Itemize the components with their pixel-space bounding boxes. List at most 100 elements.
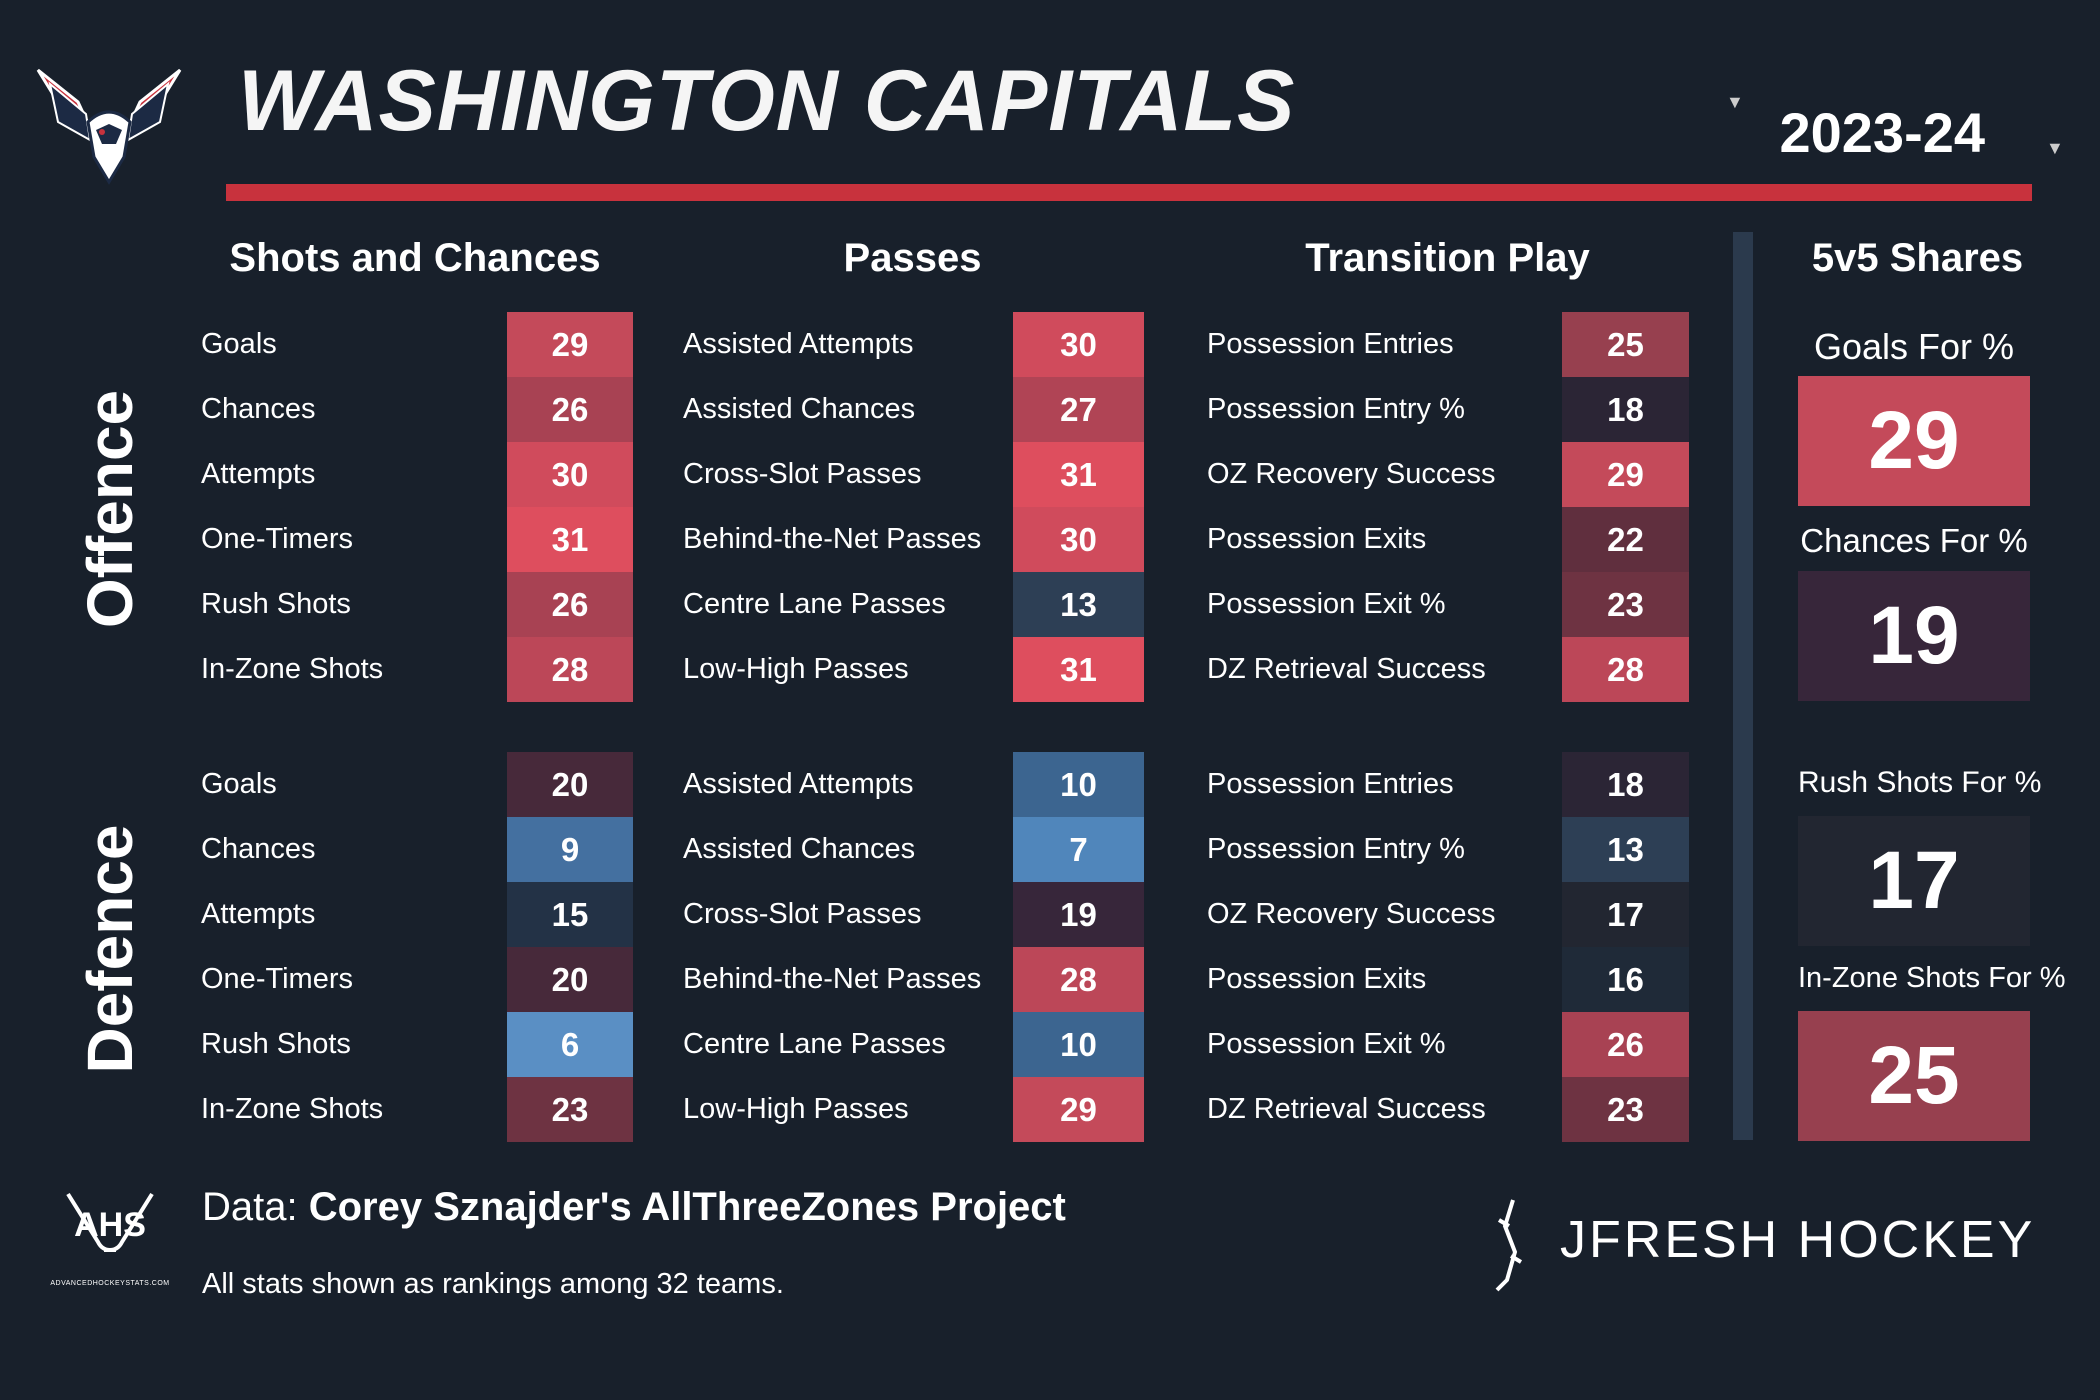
footnote: All stats shown as rankings among 32 tea… [202,1268,784,1300]
table-row: Goals 29 [201,312,633,377]
table-row: Possession Entry % 18 [1207,377,1689,442]
rank-cell: 28 [1013,947,1144,1012]
table-row: Cross-Slot Passes 31 [683,442,1144,507]
rank-cell: 7 [1013,817,1144,882]
stat-label: DZ Retrieval Success [1207,1093,1486,1125]
stat-label: Cross-Slot Passes [683,898,922,930]
rank-cell: 10 [1013,1012,1144,1077]
stat-label: Low-High Passes [683,1093,909,1125]
stat-label: Possession Entry % [1207,833,1465,865]
stat-label: In-Zone Shots [201,653,384,685]
rank-cell: 26 [1562,1012,1689,1077]
rank-cell: 16 [1562,947,1689,1012]
stat-label: OZ Recovery Success [1207,458,1496,490]
season-selector[interactable]: 2023-24 [1779,100,1985,165]
ahs-text: AHS [74,1206,146,1244]
table-row: Possession Entries 18 [1207,752,1689,817]
defence-passes-table: Assisted Attempts 10 Assisted Chances 7 Cros… [683,752,1144,1142]
rank-cell: 6 [507,1012,633,1077]
rank-cell: 23 [1562,1077,1689,1142]
data-source: Corey Sznajder's AllThreeZones Project [308,1185,1066,1229]
rank-cell: 31 [1013,442,1144,507]
rank-cell: 30 [1013,507,1144,572]
stat-label: Behind-the-Net Passes [683,963,982,995]
table-row: Possession Exit % 23 [1207,572,1689,637]
table-row: Attempts 30 [201,442,633,507]
column-divider [1733,232,1753,1140]
stat-label: In-Zone Shots [201,1093,384,1125]
stat-label: One-Timers [201,523,353,555]
stat-label: Low-High Passes [683,653,909,685]
row-label-offence: Offence [74,389,146,629]
table-row: Assisted Attempts 30 [683,312,1144,377]
table-row: DZ Retrieval Success 28 [1207,637,1689,702]
rank-cell: 27 [1013,377,1144,442]
jfresh-logo-icon [1485,1196,1535,1294]
share-label-chances: Chances For % [1800,522,2028,559]
stat-label: Centre Lane Passes [683,588,946,620]
ahs-url: ADVANCEDHOCKEYSTATS.COM [50,1280,170,1287]
table-row: Behind-the-Net Passes 28 [683,947,1144,1012]
stat-label: Possession Exits [1207,963,1427,995]
table-row: One-Timers 31 [201,507,633,572]
stat-label: One-Timers [201,963,353,995]
table-row: Assisted Chances 27 [683,377,1144,442]
table-row: OZ Recovery Success 29 [1207,442,1689,507]
season-label: 2023-24 [1779,101,1985,164]
rank-cell: 13 [1013,572,1144,637]
table-row: In-Zone Shots 28 [201,637,633,702]
share-label-inzone: In-Zone Shots For % [1798,962,2066,994]
title-underline [226,184,2032,201]
table-row: Assisted Attempts 10 [683,752,1144,817]
rank-cell: 26 [507,572,633,637]
table-row: Low-High Passes 29 [683,1077,1144,1142]
rank-cell: 19 [1013,882,1144,947]
rank-cell: 20 [507,947,633,1012]
table-row: Possession Exits 22 [1207,507,1689,572]
team-title: WASHINGTON CAPITALS [238,53,1296,149]
jfresh-brand: JFRESH HOCKEY [1560,1211,2036,1269]
chevron-down-icon[interactable]: ▼ [1726,92,1744,112]
share-value-chances: 19 [1798,571,2030,701]
stat-label: OZ Recovery Success [1207,898,1496,930]
rank-cell: 29 [507,312,633,377]
table-row: Rush Shots 26 [201,572,633,637]
table-row: Cross-Slot Passes 19 [683,882,1144,947]
stat-label: Possession Entries [1207,328,1454,360]
ahs-logo-icon: AHS ADVANCEDHOCKEYSTATS.COM [45,1190,175,1300]
stat-label: Possession Entry % [1207,393,1465,425]
rank-cell: 28 [1562,637,1689,702]
rank-cell: 31 [507,507,633,572]
rank-cell: 29 [1562,442,1689,507]
stat-label: Chances [201,833,316,865]
section-header-passes: Passes [843,236,982,280]
stat-label: Rush Shots [201,1028,351,1060]
rank-cell: 31 [1013,637,1144,702]
stat-label: Centre Lane Passes [683,1028,946,1060]
rank-cell: 25 [1562,312,1689,377]
table-row: Behind-the-Net Passes 30 [683,507,1144,572]
table-row: OZ Recovery Success 17 [1207,882,1689,947]
share-value-rush: 17 [1798,816,2030,946]
stat-label: Attempts [201,458,316,490]
rank-cell: 28 [507,637,633,702]
table-row: Chances 9 [201,817,633,882]
table-row: Chances 26 [201,377,633,442]
stat-label: Possession Exits [1207,523,1427,555]
rank-cell: 26 [507,377,633,442]
chevron-down-icon[interactable]: ▼ [2046,138,2064,158]
table-row: Attempts 15 [201,882,633,947]
rank-cell: 18 [1562,752,1689,817]
share-label-rush: Rush Shots For % [1798,766,2042,799]
stat-label: Assisted Chances [683,393,916,425]
share-value-goals: 29 [1798,376,2030,506]
rank-cell: 22 [1562,507,1689,572]
table-row: Centre Lane Passes 10 [683,1012,1144,1077]
stat-label: Attempts [201,898,316,930]
data-credit: Data: Corey Sznajder's AllThreeZones Pro… [202,1185,1066,1230]
section-header-shots: Shots and Chances [229,236,601,280]
rank-cell: 29 [1013,1077,1144,1142]
stat-label: Assisted Chances [683,833,916,865]
rank-cell: 30 [1013,312,1144,377]
rank-cell: 30 [507,442,633,507]
